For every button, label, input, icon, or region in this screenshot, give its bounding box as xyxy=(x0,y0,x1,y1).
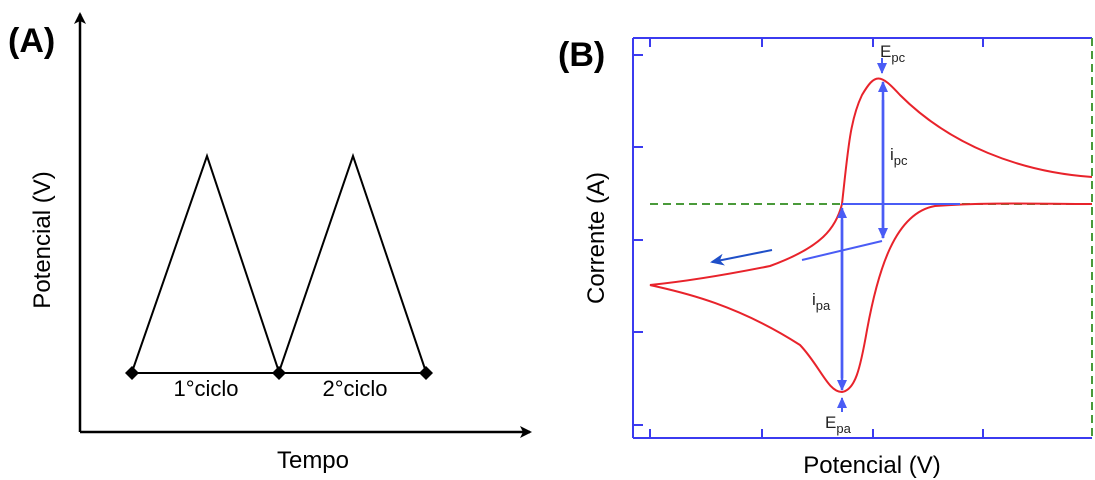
panel-b: (B) Corrente (A) Potencial ( xyxy=(558,36,1093,479)
epc-label: Epc xyxy=(880,42,906,65)
cycle-label-2: 2°ciclo xyxy=(322,376,387,401)
epa-label: Epa xyxy=(825,413,852,436)
scan-direction-arrow xyxy=(710,249,773,266)
triangular-waveform xyxy=(131,152,427,376)
panel-b-left-ticks xyxy=(633,54,643,426)
panel-b-bottom-ticks xyxy=(649,429,984,438)
cycle-marker-start xyxy=(125,366,139,380)
cycle-marker-end xyxy=(419,366,433,380)
voltammogram-curve xyxy=(649,77,1093,394)
panel-a: (A) Potencial (V) Tempo 1°ciclo 2°ciclo xyxy=(8,12,532,474)
panel-b-y-axis-title: Corrente (A) xyxy=(583,172,610,304)
cycle-marker-middle xyxy=(272,366,286,380)
panel-b-label: (B) xyxy=(558,36,605,74)
panel-b-x-axis-title: Potencial (V) xyxy=(803,452,940,479)
ipa-label: ipa xyxy=(812,290,831,313)
ipc-label: ipc xyxy=(890,145,908,168)
panel-a-y-axis-title: Potencial (V) xyxy=(29,171,56,308)
cycle-label-1: 1°ciclo xyxy=(173,376,238,401)
panel-a-label: (A) xyxy=(8,22,55,60)
panel-a-x-axis-title: Tempo xyxy=(277,447,349,474)
panel-b-top-ticks xyxy=(649,38,984,47)
